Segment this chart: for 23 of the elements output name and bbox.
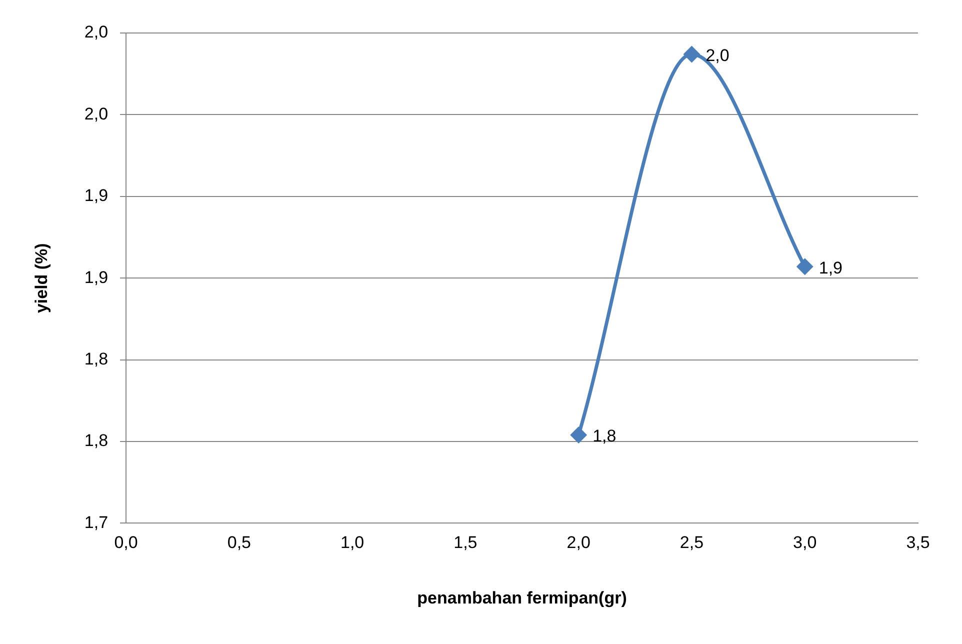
x-tick-label: 2,0 <box>566 533 590 552</box>
x-tick-label: 3,5 <box>906 533 930 552</box>
y-tick-label: 2,0 <box>84 104 108 124</box>
x-tick-label: 0,0 <box>114 533 138 552</box>
y-tick-label: 1,8 <box>84 349 108 368</box>
data-label: 1,8 <box>592 426 616 446</box>
point <box>684 46 700 62</box>
y-tick-label: 1,7 <box>84 512 108 532</box>
x-tick-label: 0,5 <box>227 533 251 552</box>
data-label: 1,9 <box>818 258 842 278</box>
y-tick-label: 1,8 <box>84 431 108 450</box>
y-tick-label: 1,9 <box>84 186 108 206</box>
data-label: 2,0 <box>706 46 730 65</box>
y-tick-label: 2,0 <box>84 22 108 42</box>
x-tick-label: 1,5 <box>454 533 478 552</box>
x-tick-label: 2,5 <box>680 533 704 552</box>
point <box>797 258 813 274</box>
x-axis-title: penambahan fermipan(gr) <box>417 588 627 608</box>
x-tick-label: 3,0 <box>793 533 817 552</box>
x-tick-label: 1,0 <box>340 533 364 552</box>
point <box>570 427 586 443</box>
y-axis-title: yield (%) <box>32 243 51 314</box>
y-tick-label: 1,9 <box>84 268 108 287</box>
